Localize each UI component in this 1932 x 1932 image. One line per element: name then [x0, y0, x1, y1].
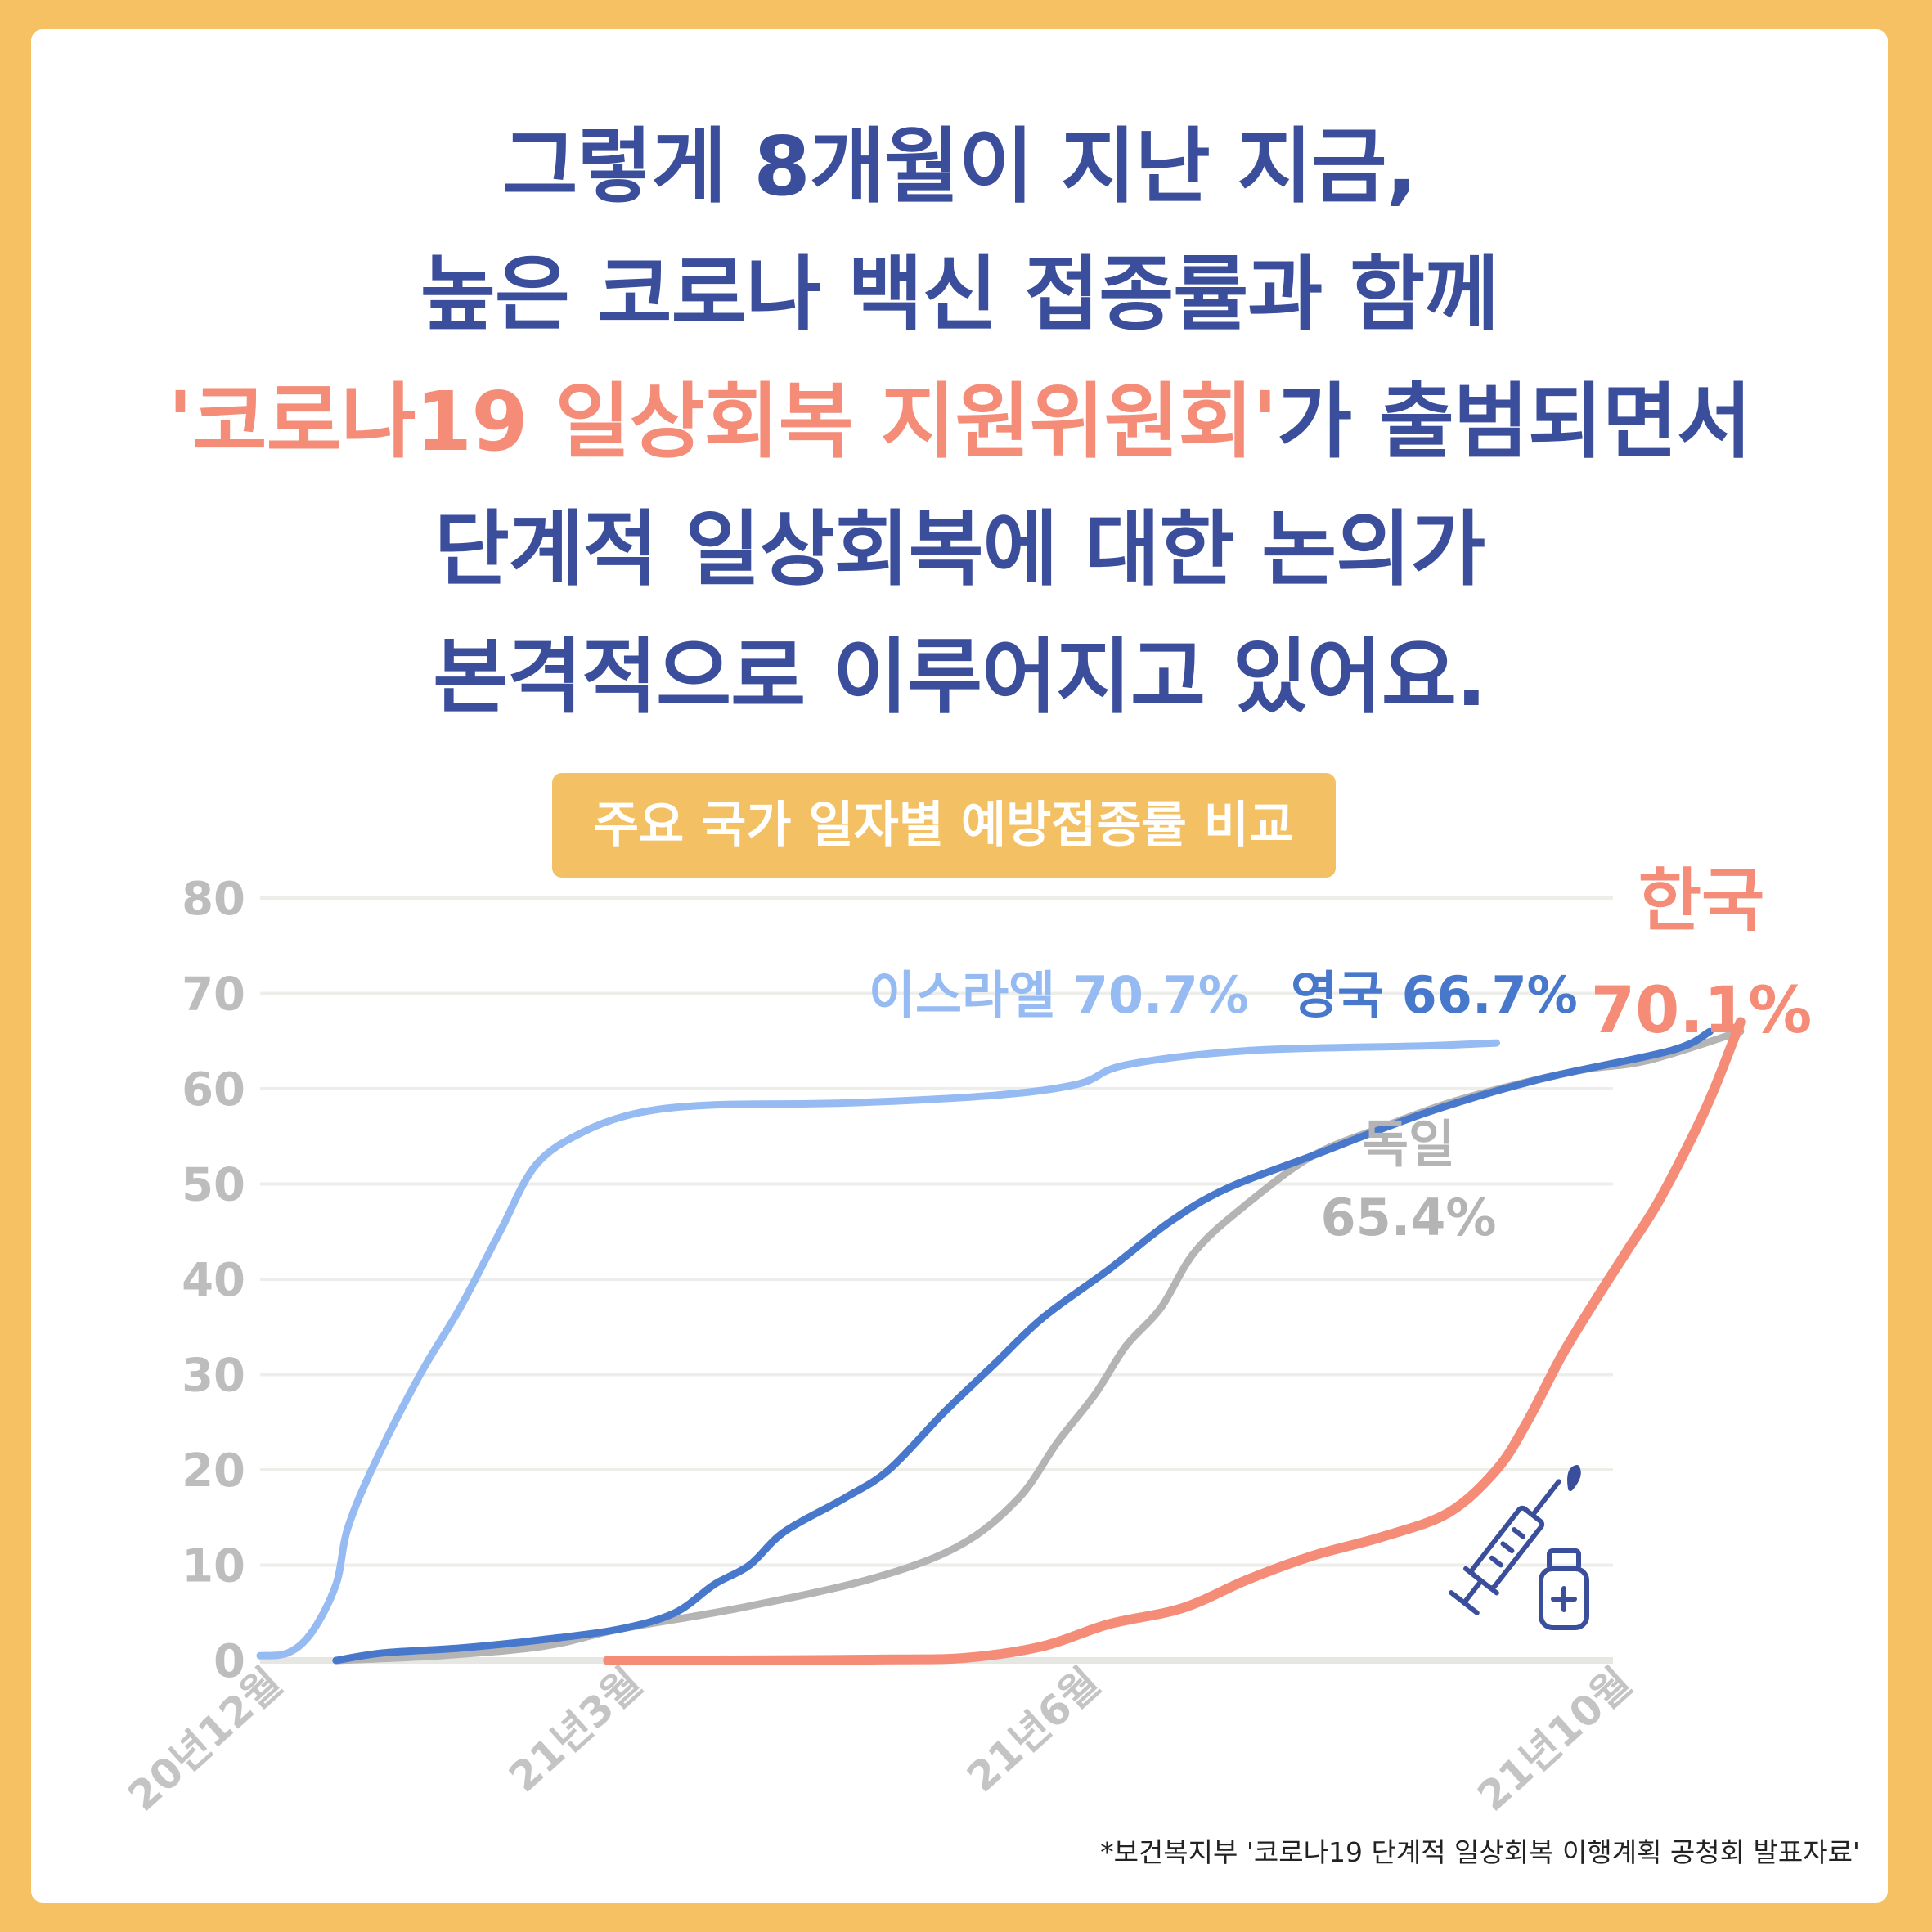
headline-line-3-rest: 가 출범되면서 — [1277, 374, 1752, 470]
headline: 그렇게 8개월이 지난 지금, 높은 코로나 백신 접종률과 함께 '코로나19… — [31, 103, 1888, 741]
y-tick-label: 20 — [182, 1445, 245, 1498]
y-tick-label: 0 — [213, 1635, 245, 1688]
series-line-이스라엘 — [256, 1039, 1500, 1660]
series-label-korea-name: 한국 — [1638, 860, 1765, 941]
x-tick-label: 21년3월 — [500, 1659, 651, 1802]
x-tick-label: 21년10월 — [1468, 1659, 1641, 1821]
source-footnote: *보건복지부 '코로나19 단계적 일상회복 이행계획 공청회 발표자료' — [1100, 1836, 1860, 1868]
y-tick-label: 50 — [182, 1159, 245, 1212]
series-label-korea-value: 70.1% — [1591, 974, 1813, 1048]
x-axis-ticks: 20년12월 21년3월 21년6월 21년10월 — [119, 1659, 1641, 1821]
headline-line-1: 그렇게 8개월이 지난 지금, — [502, 119, 1417, 214]
headline-line-5: 본격적으로 이루어지고 있어요. — [433, 629, 1487, 725]
y-tick-label: 60 — [182, 1063, 245, 1117]
series-label-germany-value: 65.4% — [1320, 1188, 1496, 1247]
y-tick-label: 40 — [182, 1254, 245, 1307]
y-axis-ticks: 0 10 20 30 40 50 60 70 80 — [182, 873, 245, 1688]
series-labels: 이스라엘 70.7% 영국 66.7% 독일 65.4% 한국 70.1% — [869, 860, 1812, 1247]
headline-line-2: 높은 코로나 백신 접종률과 함께 — [420, 246, 1499, 342]
syringe-vaccine-vial-icon — [1449, 1465, 1589, 1630]
series-line-영국 — [332, 1027, 1714, 1665]
series-lines — [256, 1017, 1746, 1666]
x-tick-label: 21년6월 — [958, 1659, 1109, 1802]
y-tick-label: 70 — [182, 968, 245, 1022]
y-tick-label: 10 — [182, 1540, 245, 1593]
headline-line-4: 단계적 일상회복에 대한 논의가 — [434, 501, 1485, 597]
y-tick-label: 30 — [182, 1350, 245, 1403]
x-tick-label: 20년12월 — [119, 1659, 291, 1821]
chart-title: 주요 국가 일자별 예방접종률 비교 — [552, 773, 1336, 878]
headline-highlight: '코로나19 일상회복 지원위원회' — [168, 374, 1278, 470]
series-label-uk: 영국 66.7% — [1291, 965, 1578, 1025]
y-tick-label: 80 — [182, 873, 245, 926]
series-label-germany-name: 독일 — [1362, 1114, 1455, 1174]
series-line-한국 — [603, 1017, 1746, 1666]
series-label-israel: 이스라엘 70.7% — [869, 965, 1249, 1025]
headline-line-3: '코로나19 일상회복 지원위원회'가 출범되면서 — [31, 358, 1888, 486]
card: 그렇게 8개월이 지난 지금, 높은 코로나 백신 접종률과 함께 '코로나19… — [31, 29, 1888, 1903]
